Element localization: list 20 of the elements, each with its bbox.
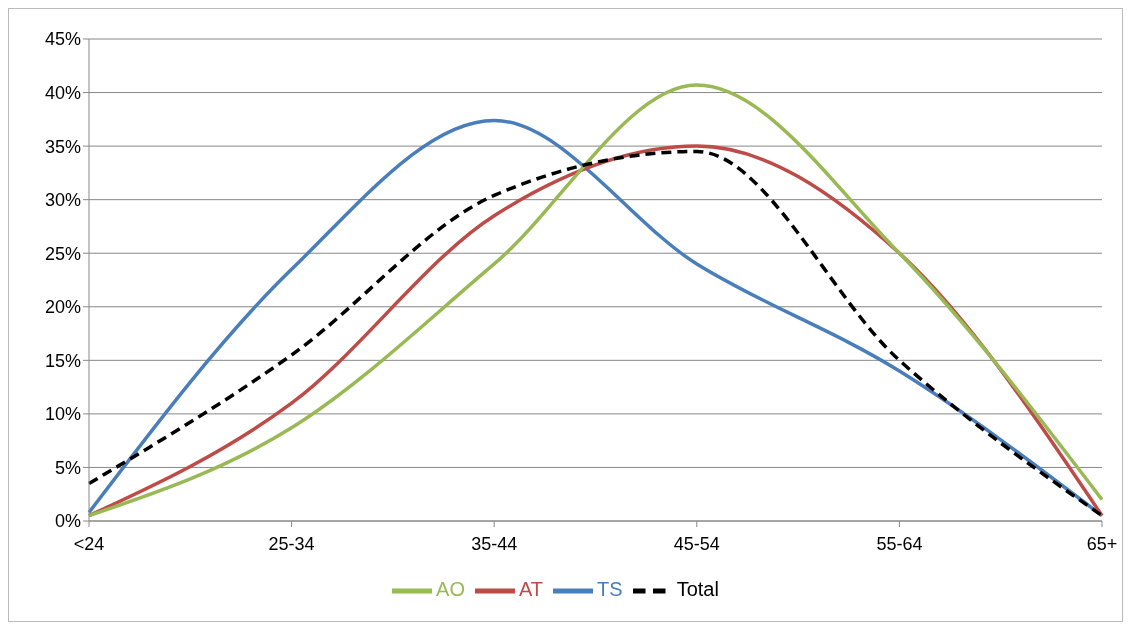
x-tick-label: <24	[73, 533, 105, 554]
y-tick-label: 20%	[44, 297, 81, 318]
x-tick-label: 55-64	[876, 533, 923, 554]
x-tick-label: 45-54	[673, 533, 720, 554]
legend-label: AO	[436, 578, 465, 601]
legend-label: Total	[676, 578, 719, 601]
y-tick-label: 5%	[54, 457, 81, 478]
legend-label: AT	[519, 578, 544, 601]
y-tick-label: 25%	[44, 243, 81, 264]
y-tick-label: 35%	[44, 136, 81, 157]
x-tick-label: 25-34	[268, 533, 315, 554]
x-tick-label: 35-44	[471, 533, 518, 554]
y-tick-label: 15%	[44, 350, 81, 371]
legend-label: TS	[597, 578, 623, 601]
y-tick-label: 30%	[44, 190, 81, 211]
y-tick-label: 0%	[54, 511, 81, 532]
y-tick-label: 45%	[44, 29, 81, 50]
y-tick-label: 10%	[44, 404, 81, 425]
y-tick-label: 40%	[44, 82, 81, 103]
x-tick-label: 65+	[1086, 533, 1118, 554]
